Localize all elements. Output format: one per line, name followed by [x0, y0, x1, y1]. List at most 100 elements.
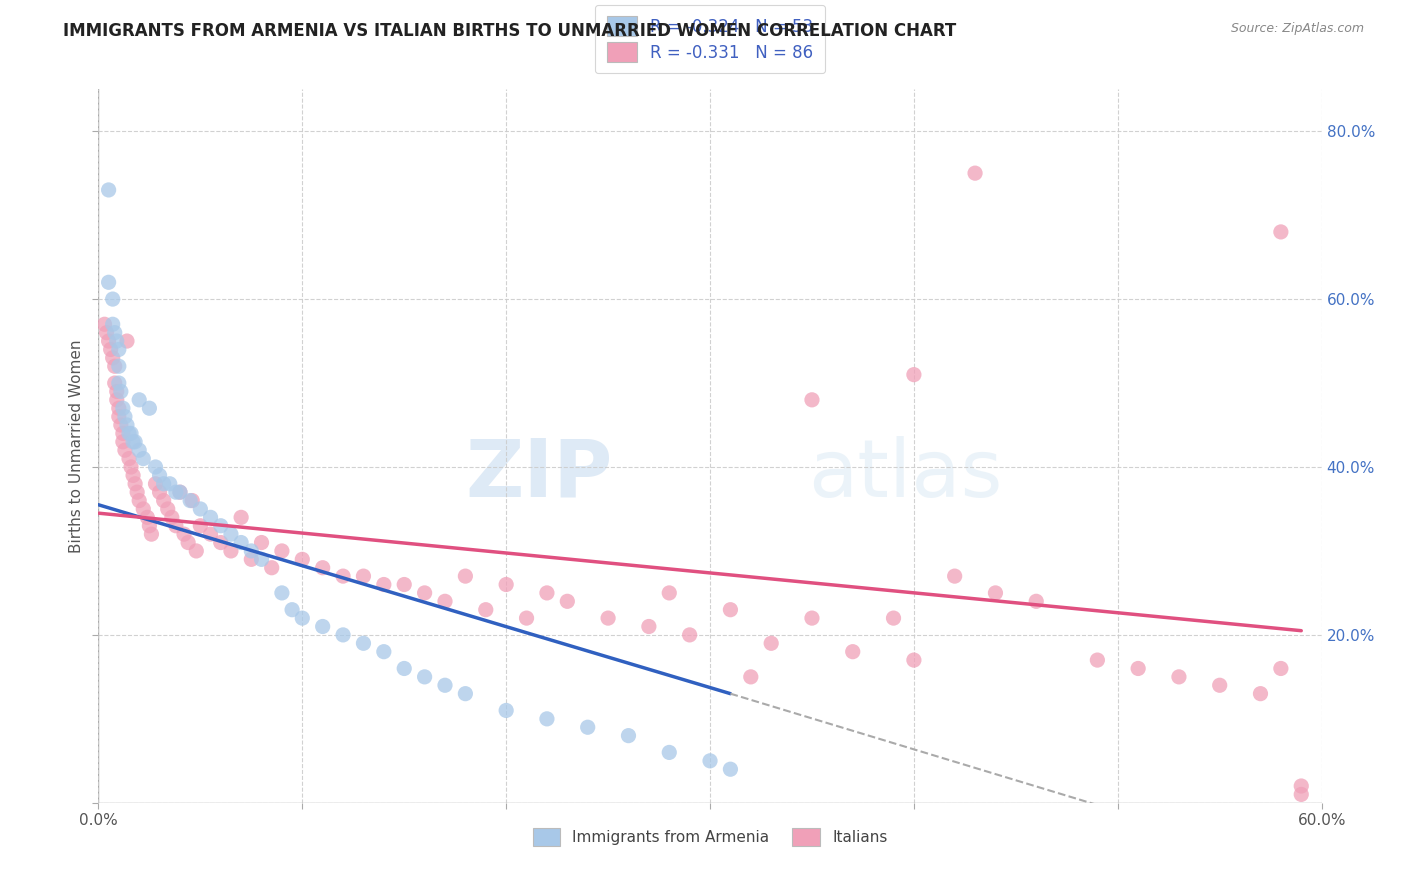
Point	[352, 569, 374, 583]
Point	[291, 611, 314, 625]
Point	[111, 401, 134, 416]
Point	[110, 417, 132, 432]
Point	[495, 703, 517, 717]
Text: Source: ZipAtlas.com: Source: ZipAtlas.com	[1230, 22, 1364, 36]
Point	[111, 426, 134, 441]
Point	[312, 619, 335, 633]
Point	[434, 594, 457, 608]
Legend: Immigrants from Armenia, Italians: Immigrants from Armenia, Italians	[526, 822, 894, 852]
Point	[159, 476, 181, 491]
Point	[105, 334, 128, 348]
Point	[555, 594, 579, 608]
Point	[903, 653, 925, 667]
Point	[122, 434, 145, 449]
Point	[105, 384, 128, 399]
Point	[173, 527, 195, 541]
Point	[124, 476, 146, 491]
Point	[101, 318, 124, 332]
Point	[122, 468, 145, 483]
Point	[1085, 653, 1108, 667]
Point	[156, 502, 179, 516]
Point	[679, 628, 702, 642]
Point	[114, 409, 136, 424]
Point	[576, 720, 599, 734]
Point	[219, 544, 242, 558]
Point	[209, 518, 232, 533]
Point	[250, 552, 273, 566]
Point	[145, 460, 167, 475]
Point	[169, 485, 191, 500]
Point	[740, 670, 762, 684]
Point	[516, 611, 538, 625]
Point	[160, 510, 183, 524]
Point	[943, 569, 966, 583]
Point	[231, 535, 253, 549]
Point	[165, 485, 187, 500]
Point	[1270, 661, 1292, 675]
Point	[114, 443, 136, 458]
Point	[110, 384, 132, 399]
Point	[1270, 225, 1292, 239]
Point	[93, 318, 115, 332]
Point	[149, 468, 172, 483]
Point	[209, 535, 232, 549]
Point	[179, 493, 201, 508]
Point	[152, 493, 174, 508]
Point	[332, 628, 354, 642]
Point	[413, 586, 436, 600]
Point	[120, 460, 142, 475]
Point	[392, 577, 416, 591]
Point	[658, 746, 681, 760]
Point	[127, 485, 149, 500]
Point	[598, 611, 620, 625]
Point	[352, 636, 374, 650]
Point	[104, 359, 127, 374]
Point	[718, 603, 742, 617]
Point	[392, 661, 416, 675]
Point	[128, 493, 150, 508]
Point	[281, 603, 304, 617]
Point	[200, 527, 222, 541]
Point	[903, 368, 925, 382]
Point	[373, 645, 395, 659]
Point	[536, 586, 558, 600]
Point	[1128, 661, 1150, 675]
Point	[104, 376, 127, 390]
Point	[120, 426, 142, 441]
Point	[97, 334, 120, 348]
Point	[96, 326, 118, 340]
Point	[181, 493, 204, 508]
Point	[165, 518, 187, 533]
Point	[97, 275, 120, 289]
Point	[136, 510, 159, 524]
Point	[617, 729, 640, 743]
Y-axis label: Births to Unmarried Women: Births to Unmarried Women	[69, 339, 84, 553]
Point	[124, 434, 146, 449]
Point	[1025, 594, 1047, 608]
Point	[312, 560, 335, 574]
Point	[108, 359, 131, 374]
Point	[141, 527, 163, 541]
Point	[118, 426, 141, 441]
Point	[637, 619, 661, 633]
Point	[260, 560, 283, 574]
Point	[152, 476, 174, 491]
Point	[801, 611, 824, 625]
Point	[454, 687, 477, 701]
Point	[291, 552, 314, 566]
Point	[413, 670, 436, 684]
Point	[965, 166, 987, 180]
Point	[240, 552, 263, 566]
Point	[250, 535, 273, 549]
Point	[536, 712, 558, 726]
Point	[984, 586, 1007, 600]
Point	[111, 434, 134, 449]
Point	[145, 476, 167, 491]
Point	[101, 351, 124, 365]
Text: ZIP: ZIP	[465, 435, 612, 514]
Point	[132, 451, 155, 466]
Point	[149, 485, 172, 500]
Point	[1167, 670, 1189, 684]
Point	[115, 334, 138, 348]
Point	[240, 544, 263, 558]
